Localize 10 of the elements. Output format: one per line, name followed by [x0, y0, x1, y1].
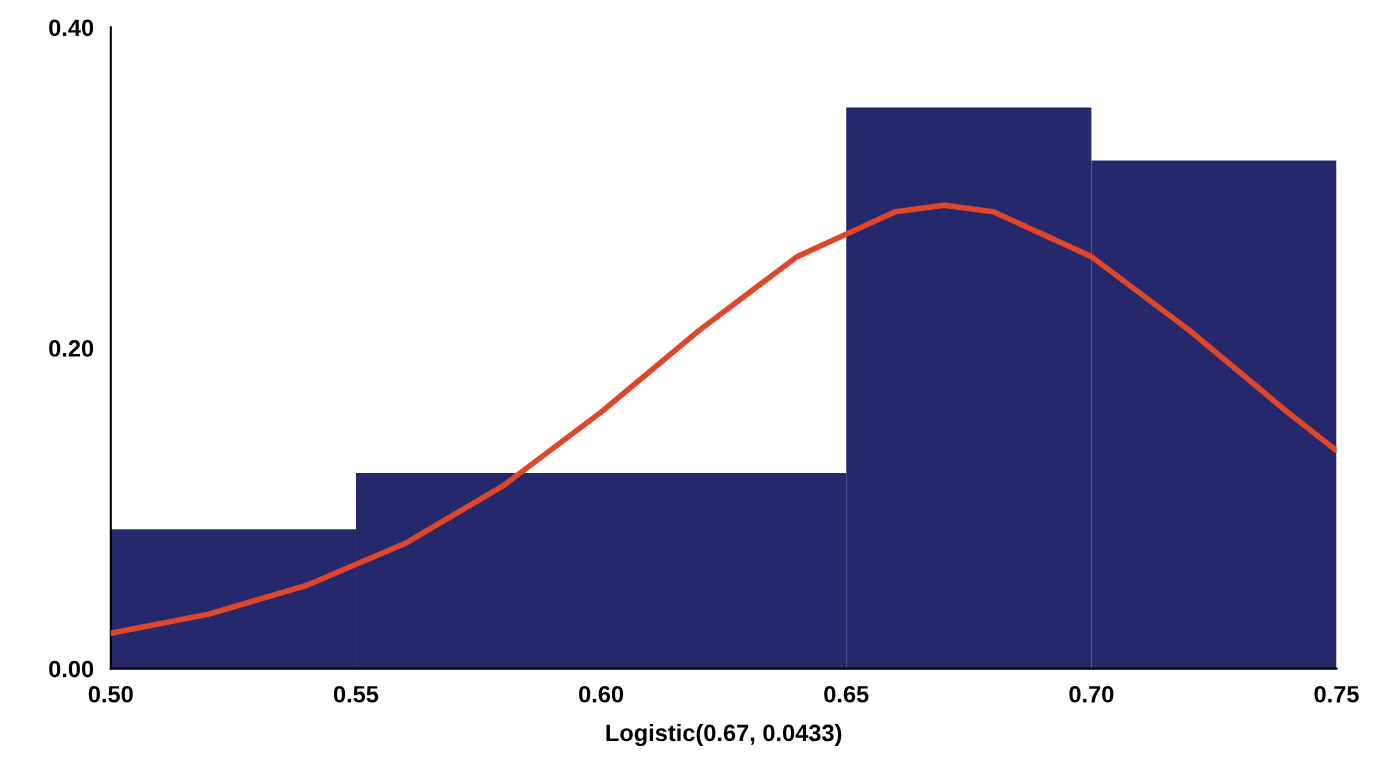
y-tick-label: 0.20 — [49, 340, 94, 357]
x-tick-label: 0.70 — [1069, 685, 1114, 703]
x-tick-label: 0.60 — [579, 685, 624, 703]
x-tick-label: 0.55 — [333, 685, 379, 703]
x-axis-title: Logistic(0.67, 0.0433) — [606, 723, 842, 747]
y-tick-label: 0.40 — [49, 19, 94, 37]
y-tick-label: 0.00 — [49, 660, 94, 678]
x-tick-label: 0.75 — [1314, 685, 1359, 703]
x-tick-label: 0.50 — [88, 685, 133, 703]
x-tick-label: 0.65 — [824, 685, 869, 703]
